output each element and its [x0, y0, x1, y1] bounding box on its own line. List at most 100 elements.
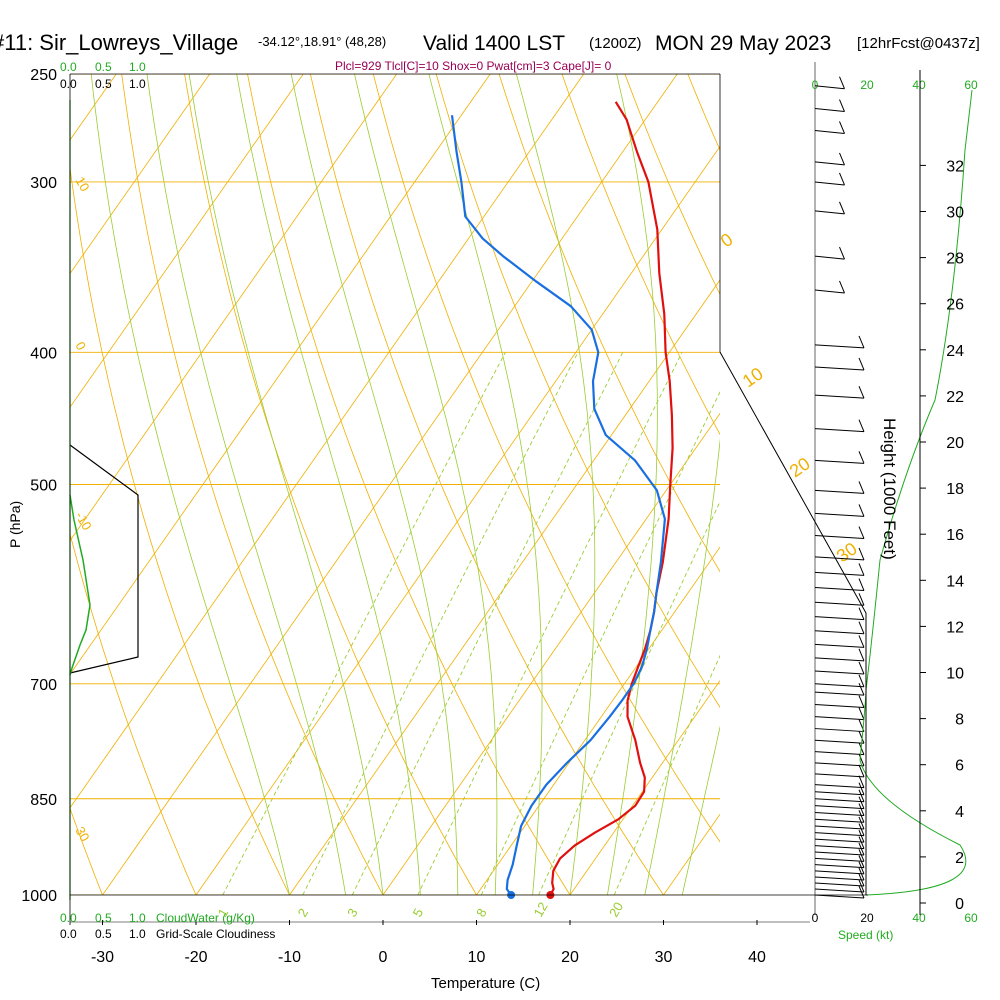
wind-barb [814, 691, 865, 696]
dry-adiabat-line [803, 50, 1000, 895]
wind-barb [814, 728, 865, 733]
boundary-line [719, 351, 867, 895]
wind-barb-flag [858, 335, 865, 349]
wind-barb [814, 704, 865, 709]
temperature-tick-label: 10 [468, 949, 486, 966]
height-tick-label: 26 [946, 297, 964, 314]
wind-barb-flag [858, 451, 865, 464]
wind-barb [814, 601, 865, 606]
moist-adiabat-line [681, 725, 720, 895]
speed-tick-label-bottom: 60 [964, 911, 978, 925]
mixing-ratio-line [222, 352, 506, 895]
dry-adiabat-line [247, 74, 571, 895]
dry-adiabat-label: 0 [72, 339, 89, 353]
mixing-ratio-label: 8 [473, 906, 490, 920]
wind-barb-flag [858, 842, 865, 856]
wind-barb [814, 459, 865, 464]
height-tick-label: 0 [955, 896, 964, 913]
wind-barb [814, 784, 865, 789]
dry-adiabat-line [70, 807, 103, 895]
speed-label: Speed (kt) [838, 928, 893, 942]
pressure-tick-label: 250 [30, 67, 57, 84]
wind-barb-flag [858, 357, 865, 371]
wind-barb-flag [858, 682, 865, 696]
wind-barb-flag [858, 764, 865, 778]
pressure-tick-label: 300 [30, 175, 57, 192]
wind-barb-flag [858, 753, 865, 767]
wind-barb [814, 85, 845, 90]
wind-barb-flag [839, 246, 845, 260]
wind-barb [814, 805, 865, 810]
wind-barb-flag [839, 121, 845, 134]
dry-adiabat-lines [70, 50, 1000, 895]
wind-barb [814, 289, 845, 294]
wind-barb-flag [858, 707, 865, 720]
wind-barb [814, 571, 865, 576]
wind-speed-trace [859, 89, 973, 896]
wind-barb [814, 832, 865, 837]
wind-barb-flag [858, 796, 865, 809]
wind-barb [814, 657, 865, 662]
height-tick-label: 4 [955, 804, 964, 821]
pressure-axis-title: P (hPa) [7, 501, 23, 548]
dry-adiabat-line [989, 50, 1000, 895]
wind-barb-flag [858, 563, 865, 576]
height-tick-label: 30 [946, 205, 964, 222]
wind-barb [814, 894, 865, 899]
moist-adiabat-line [90, 74, 290, 895]
isotherm-line [70, 74, 304, 408]
wind-barb [814, 129, 845, 134]
cloudiness-scale-0: 0.0 [60, 927, 77, 941]
wind-barb [814, 556, 865, 561]
height-tick-label: 22 [946, 389, 964, 406]
wind-barb-flag [858, 782, 865, 795]
isotherm-line [0, 74, 23, 895]
wind-barb-flag [858, 731, 865, 744]
wind-barb [814, 630, 865, 635]
wind-barb-flag [858, 810, 865, 823]
top-cloudwater-scale-05: 0.5 [95, 60, 112, 74]
cloudiness-label: Grid-Scale Cloudiness [156, 927, 275, 941]
top-cloudwater-scale-0: 0.0 [60, 60, 77, 74]
wind-barb [814, 882, 865, 887]
speed-tick-label-top: 0 [812, 78, 819, 92]
wind-barb-flag [839, 201, 845, 215]
mixing-ratio-label: 20 [606, 899, 626, 919]
height-tick-label: 12 [946, 619, 964, 636]
height-tick-label: 24 [946, 343, 964, 360]
dry-adiabat-line [561, 74, 720, 436]
wind-barb [814, 643, 865, 648]
temperature-axis-title: Temperature (C) [431, 975, 540, 992]
wind-barb [814, 876, 865, 881]
height-tick-label: 10 [946, 666, 964, 683]
wind-barb [814, 773, 865, 778]
wind-barb [814, 394, 865, 399]
dry-adiabat-line [121, 74, 384, 895]
wind-barb-flag [839, 280, 845, 294]
speed-tick-label-top: 40 [912, 78, 926, 92]
top-cloudwater-scale-1: 1.0 [129, 60, 146, 74]
wind-barb [814, 616, 865, 621]
mixing-ratio-line [538, 500, 720, 895]
moist-adiabat-line [516, 74, 596, 895]
dry-adiabat-line [70, 165, 290, 895]
cloudwater-panel [69, 100, 139, 900]
wind-barb-flag [858, 674, 865, 687]
wind-barb-flag [858, 607, 865, 620]
mixing-ratio-label: 5 [410, 906, 427, 920]
cloudiness-trace [69, 444, 139, 674]
cloudwater-scale-05: 0.5 [95, 911, 112, 925]
height-tick-label: 18 [946, 481, 964, 498]
height-tick-label: 20 [946, 435, 964, 452]
wind-barb [814, 812, 865, 817]
wind-barb [814, 512, 865, 517]
isotherm-line [851, 74, 1000, 895]
wind-barb-flag [858, 803, 865, 816]
top-cloudiness-scale-05: 0.5 [95, 77, 112, 91]
dry-adiabat-line [372, 74, 720, 843]
dry-adiabat-line [498, 74, 720, 573]
height-tick-label: 2 [955, 850, 964, 867]
